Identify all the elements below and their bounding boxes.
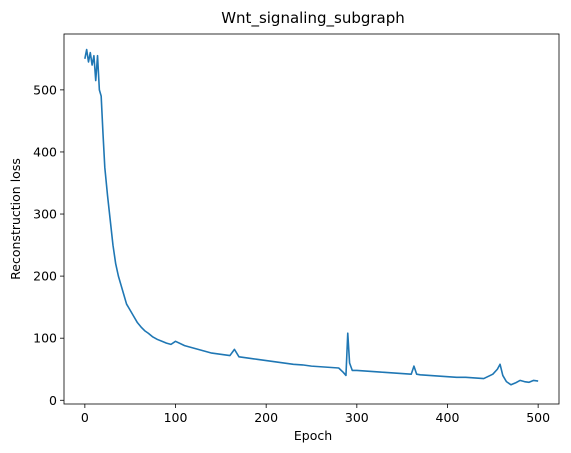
plot-area — [63, 33, 560, 405]
y-tick-label: 300 — [33, 207, 57, 222]
y-tick-label: 100 — [33, 331, 57, 346]
x-tick-label: 0 — [81, 410, 89, 425]
loss-line — [84, 48, 539, 386]
plot-frame — [63, 33, 560, 405]
y-tick-label: 400 — [33, 144, 57, 159]
x-tick-label: 100 — [164, 410, 188, 425]
chart-title: Wnt_signaling_subgraph — [221, 9, 405, 28]
y-axis-label: Reconstruction loss — [8, 158, 23, 280]
x-axis-ticks: 0 100 200 300 400 500 — [81, 404, 550, 425]
x-tick-label: 500 — [526, 410, 550, 425]
x-tick-label: 400 — [436, 410, 460, 425]
y-tick-label: 500 — [33, 82, 57, 97]
y-tick-label: 200 — [33, 269, 57, 284]
y-tick-label: 0 — [49, 393, 57, 408]
x-tick-label: 200 — [254, 410, 278, 425]
x-tick-label: 300 — [345, 410, 369, 425]
x-axis-label: Epoch — [294, 428, 332, 443]
y-axis-ticks: 0 100 200 300 400 500 — [33, 82, 64, 408]
